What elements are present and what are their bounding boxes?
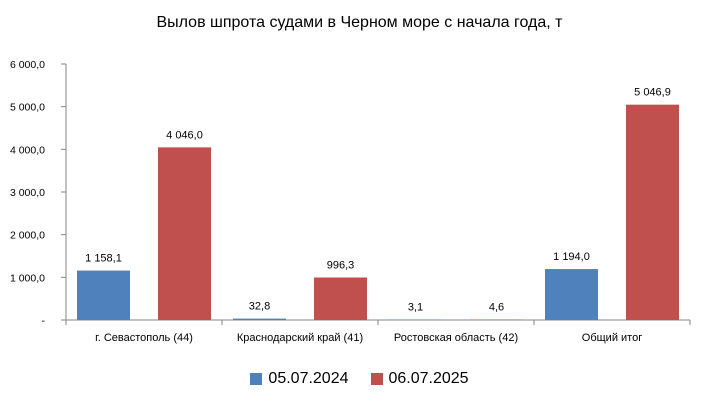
data-label: 4 046,0 [166, 129, 203, 141]
legend-label-series-1: 05.07.2024 [268, 370, 349, 387]
category-label: Краснодарский край (41) [237, 332, 363, 344]
bar-1 [77, 270, 130, 320]
bar-2 [470, 319, 523, 320]
legend-label-series-2: 06.07.2025 [388, 370, 469, 387]
data-label: 1 158,1 [85, 253, 122, 265]
chart-legend: 05.07.2024 06.07.2025 [0, 370, 719, 388]
category-label: Общий итог [582, 332, 642, 344]
data-label: 4,6 [489, 302, 504, 314]
y-tick-label: 3 000,0 [10, 187, 45, 199]
bar-2 [314, 277, 367, 320]
y-tick-label: 4 000,0 [10, 144, 45, 156]
bar-1 [389, 319, 442, 320]
data-label: 3,1 [408, 302, 423, 314]
y-tick-label: 1 000,0 [10, 272, 45, 284]
legend-swatch-series-2 [370, 373, 383, 385]
chart-title: Вылов шпрота судами в Черном море с нача… [156, 14, 563, 31]
legend-item-series-2: 06.07.2025 [370, 370, 469, 388]
category-label: г. Севастополь (44) [95, 332, 193, 344]
legend-swatch-series-1 [250, 373, 263, 385]
data-label: 32,8 [249, 301, 270, 313]
y-tick-label: 2 000,0 [10, 230, 45, 242]
data-label: 5 046,9 [634, 87, 671, 99]
data-label: 996,3 [327, 259, 355, 271]
bar-2 [158, 147, 211, 320]
y-tick-label: 5 000,0 [10, 102, 45, 114]
y-tick-label: 6 000,0 [10, 59, 45, 71]
bar-1 [233, 318, 286, 320]
category-label: Ростовская область (42) [394, 332, 518, 344]
legend-item-series-1: 05.07.2024 [250, 370, 349, 388]
y-tick-label: - [42, 315, 46, 327]
data-label: 1 194,0 [553, 251, 590, 263]
bar-1 [545, 269, 598, 320]
bar-2 [626, 104, 679, 320]
